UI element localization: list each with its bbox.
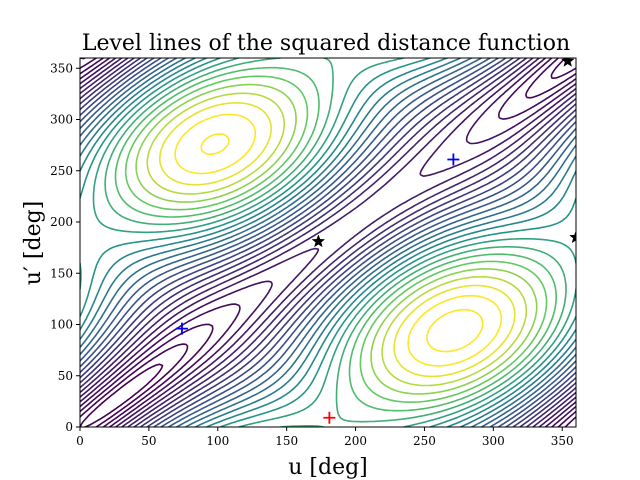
contour-level-2 xyxy=(80,58,576,427)
marker-saddle-top-right xyxy=(560,58,575,67)
x-tick-label: 100 xyxy=(206,434,229,448)
x-tick-label: 200 xyxy=(344,434,367,448)
contour-level-10 xyxy=(80,58,576,427)
marker-max-bottom xyxy=(323,411,336,424)
contour-lines xyxy=(80,58,576,427)
y-tick-label: 300 xyxy=(50,113,73,127)
x-tick-label: 150 xyxy=(275,434,298,448)
y-tick-label: 350 xyxy=(50,61,73,75)
x-tick-label: 350 xyxy=(551,434,574,448)
y-tick-label: 100 xyxy=(50,318,73,332)
y-axis: 0 50 100 150 200 250 300 350 xyxy=(50,61,80,434)
y-axis-label: u′ [deg] xyxy=(21,201,46,286)
contour-level-21 xyxy=(124,75,548,403)
critical-point-markers xyxy=(175,58,576,424)
contour-level-25 xyxy=(174,113,503,367)
x-tick-label: 0 xyxy=(76,434,84,448)
contour-level-8 xyxy=(80,58,576,427)
marker-min-left xyxy=(175,322,188,335)
contour-level-9 xyxy=(80,58,576,427)
y-tick-label: 50 xyxy=(58,369,73,383)
x-tick-label: 300 xyxy=(482,434,505,448)
contour-level-24 xyxy=(159,102,516,378)
contour-level-0 xyxy=(80,58,164,427)
x-axis-label: u [deg] xyxy=(288,455,368,480)
contour-level-13 xyxy=(80,58,576,427)
x-tick-label: 50 xyxy=(141,434,156,448)
plot-frame xyxy=(79,57,577,428)
contour-level-20 xyxy=(114,66,557,412)
y-tick-label: 250 xyxy=(50,164,73,178)
x-axis: 0 50 100 150 200 250 300 350 xyxy=(76,427,574,448)
y-tick-label: 0 xyxy=(65,420,73,434)
marker-saddle-right-edge xyxy=(569,230,576,244)
y-tick-label: 200 xyxy=(50,215,73,229)
marker-min-right xyxy=(447,153,460,166)
contour-level-7 xyxy=(80,58,576,427)
contour-level-22 xyxy=(135,83,538,395)
x-tick-label: 250 xyxy=(413,434,436,448)
contour-level-26 xyxy=(200,133,484,353)
contour-level-6 xyxy=(80,58,576,427)
marker-saddle-center xyxy=(311,234,326,248)
y-tick-label: 150 xyxy=(50,266,73,280)
chart-title: Level lines of the squared distance func… xyxy=(82,31,570,56)
contour-level-19 xyxy=(104,58,567,427)
contour-level-23 xyxy=(146,92,528,387)
